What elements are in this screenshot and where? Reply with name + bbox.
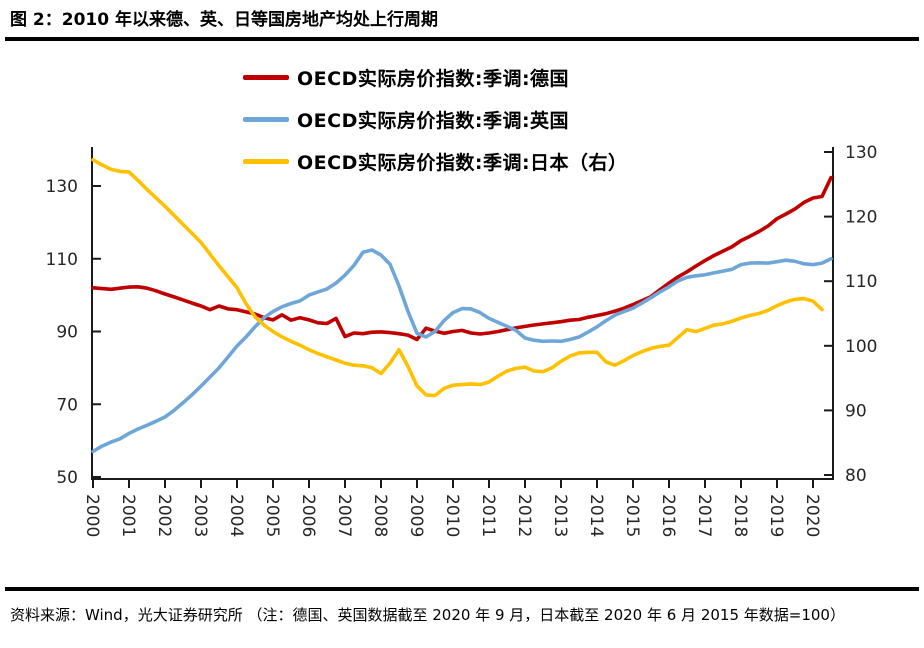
legend-item-japan: OECD实际房价指数:季调:日本（右） [243, 149, 628, 175]
x-axis-tick-label: 2009 [406, 494, 426, 537]
x-axis-tick-label: 2014 [586, 494, 606, 537]
x-axis-tick-label: 2013 [550, 494, 570, 537]
legend-label-germany: OECD实际房价指数:季调:德国 [297, 68, 570, 91]
footer-rule [5, 586, 919, 591]
legend-item-germany: OECD实际房价指数:季调:德国 [243, 65, 628, 91]
chart-area: 50 70 90 110 130 80 90 100 110 120 130 2000 2001 2002… [0, 41, 924, 587]
x-axis-tick-label: 2010 [442, 494, 462, 537]
left-axis-tick-label: 110 [46, 250, 78, 270]
x-axis-tick-label: 2015 [622, 494, 642, 537]
left-axis-tick-label: 130 [46, 177, 78, 197]
x-axis-tick-label: 2002 [154, 494, 174, 537]
right-axis-tick-label: 100 [845, 337, 877, 357]
x-axis-tick-label: 2012 [514, 494, 534, 537]
x-axis-tick-label: 2000 [82, 494, 102, 537]
right-axis-tick-label: 120 [845, 208, 877, 228]
legend-item-uk: OECD实际房价指数:季调:英国 [243, 107, 628, 133]
series-line-0 [91, 175, 833, 342]
x-axis-tick-label: 2007 [334, 494, 354, 537]
legend-label-japan: OECD实际房价指数:季调:日本（右） [297, 152, 628, 175]
x-axis-tick-label: 2017 [694, 494, 714, 537]
right-axis-tick-label: 80 [845, 466, 867, 486]
x-axis-tick-label: 2004 [226, 494, 246, 537]
x-axis-tick-label: 2016 [658, 494, 678, 537]
right-axis-tick-label: 110 [845, 272, 877, 292]
uk-line-swatch [243, 117, 289, 123]
title-rule [5, 36, 919, 41]
x-axis-tick-label: 2008 [370, 494, 390, 537]
x-axis-tick-label: 2019 [766, 494, 786, 537]
x-axis-tick-label: 2011 [478, 494, 498, 537]
figure-title: 图 2：2010 年以来德、英、日等国房地产均处上行周期 [10, 10, 438, 30]
right-axis-tick-label: 90 [845, 401, 867, 421]
chart-canvas: 50 70 90 110 130 80 90 100 110 120 130 2000 2001 2002… [46, 143, 878, 537]
japan-line-swatch [243, 159, 289, 165]
x-axis-tick-label: 2006 [298, 494, 318, 537]
legend-label-uk: OECD实际房价指数:季调:英国 [297, 110, 570, 133]
x-axis-tick-label: 2001 [118, 494, 138, 537]
x-axis-tick-label: 2020 [802, 494, 822, 537]
series-line-2 [91, 157, 824, 398]
left-axis-tick-label: 90 [56, 322, 78, 342]
germany-line-swatch [243, 75, 289, 81]
axis-frame [91, 146, 834, 480]
chart-legend: OECD实际房价指数:季调:德国 OECD实际房价指数:季调:英国 OECD实际… [243, 65, 628, 191]
left-axis-tick-label: 70 [56, 395, 78, 415]
x-axis-tick-label: 2005 [262, 494, 282, 537]
x-axis-tick-label: 2018 [730, 494, 750, 537]
source-note: 资料来源：Wind，光大证券研究所 （注：德国、英国数据截至 2020 年 9 … [10, 605, 845, 624]
right-axis-tick-label: 130 [845, 143, 877, 163]
left-axis-tick-label: 50 [56, 468, 78, 488]
series-line-1 [91, 248, 833, 454]
x-axis-tick-label: 2003 [190, 494, 210, 537]
